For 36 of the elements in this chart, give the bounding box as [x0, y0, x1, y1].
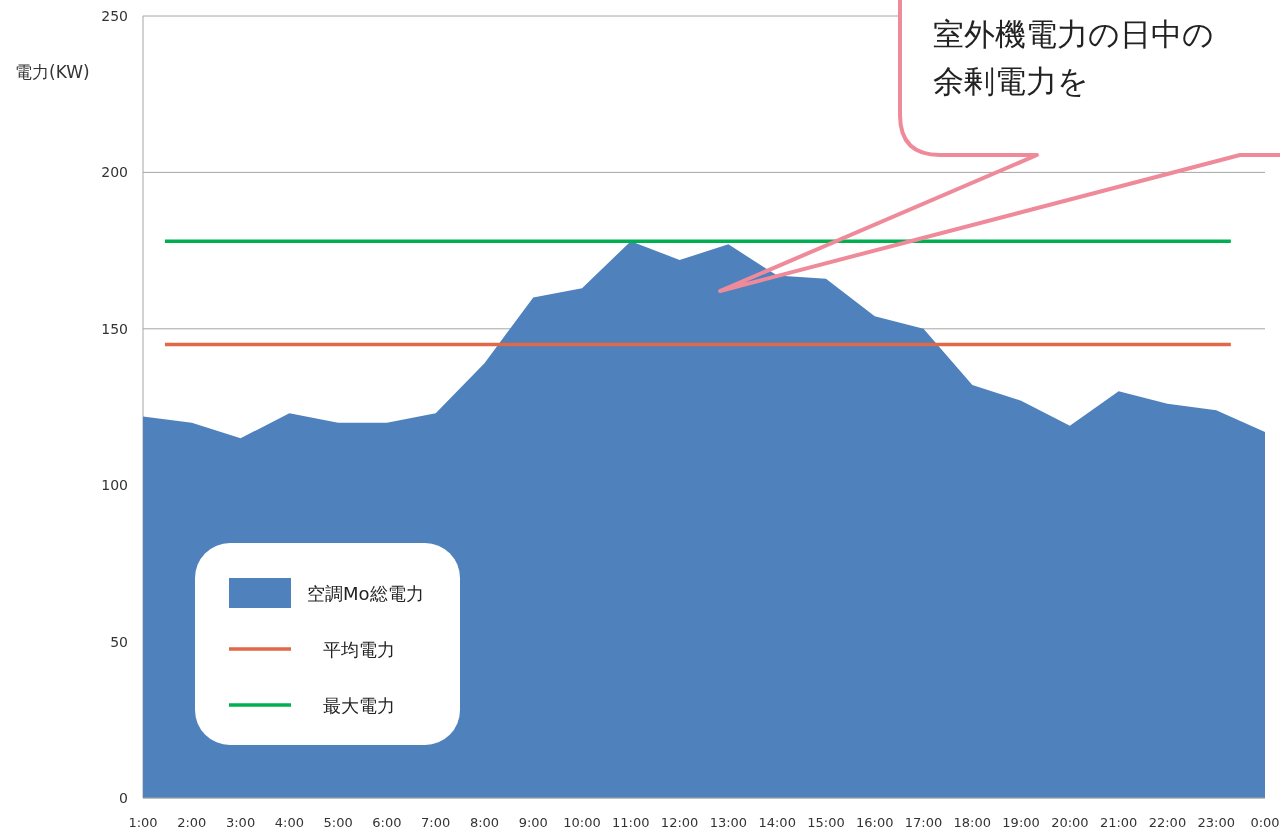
- x-tick-label: 18:00: [953, 815, 992, 830]
- y-tick-label: 0: [119, 790, 128, 806]
- y-tick-label: 200: [101, 164, 128, 181]
- annotation: 室外機電力の日中の: [933, 16, 1214, 52]
- x-tick-label: 3:00: [225, 815, 256, 830]
- x-tick-label: 16:00: [856, 815, 894, 830]
- x-tick-label: 13:00: [709, 815, 748, 830]
- x-tick-label: 17:00: [904, 815, 943, 830]
- y-axis-title: 電力(KW): [15, 62, 90, 82]
- x-tick-label: 15:00: [807, 815, 845, 830]
- legend-label: 最大電力: [323, 695, 395, 716]
- y-tick-label: 50: [110, 633, 128, 650]
- x-tick-label: 1:00: [128, 815, 158, 830]
- x-tick-label: 19:00: [1002, 815, 1040, 830]
- x-tick-label: 7:00: [421, 815, 451, 830]
- annotation: 余剰電力を: [933, 63, 1089, 99]
- x-tick-label: 5:00: [323, 815, 353, 830]
- x-tick-label: 14:00: [758, 815, 796, 830]
- x-tick-label: 10:00: [563, 815, 601, 830]
- x-tick-label: 6:00: [372, 815, 402, 830]
- y-tick-label: 250: [101, 8, 128, 24]
- x-tick-label: 20:00: [1051, 815, 1089, 830]
- y-tick-label: 150: [101, 320, 128, 337]
- x-tick-label: 23:00: [1197, 815, 1235, 830]
- x-tick-label: 2:00: [177, 815, 207, 830]
- x-tick-label: 4:00: [274, 815, 304, 830]
- legend-label: 空調Mo総電力: [307, 583, 424, 604]
- x-tick-label: 21:00: [1099, 815, 1138, 830]
- x-tick-label: 12:00: [660, 815, 699, 830]
- legend-label: 平均電力: [323, 639, 395, 660]
- y-tick-label: 100: [101, 477, 128, 494]
- x-tick-label: 8:00: [469, 815, 500, 830]
- x-tick-label: 11:00: [612, 815, 650, 830]
- x-tick-label: 22:00: [1148, 815, 1187, 830]
- x-tick-label: 9:00: [518, 815, 548, 830]
- x-tick-label: 0:00: [1250, 815, 1280, 830]
